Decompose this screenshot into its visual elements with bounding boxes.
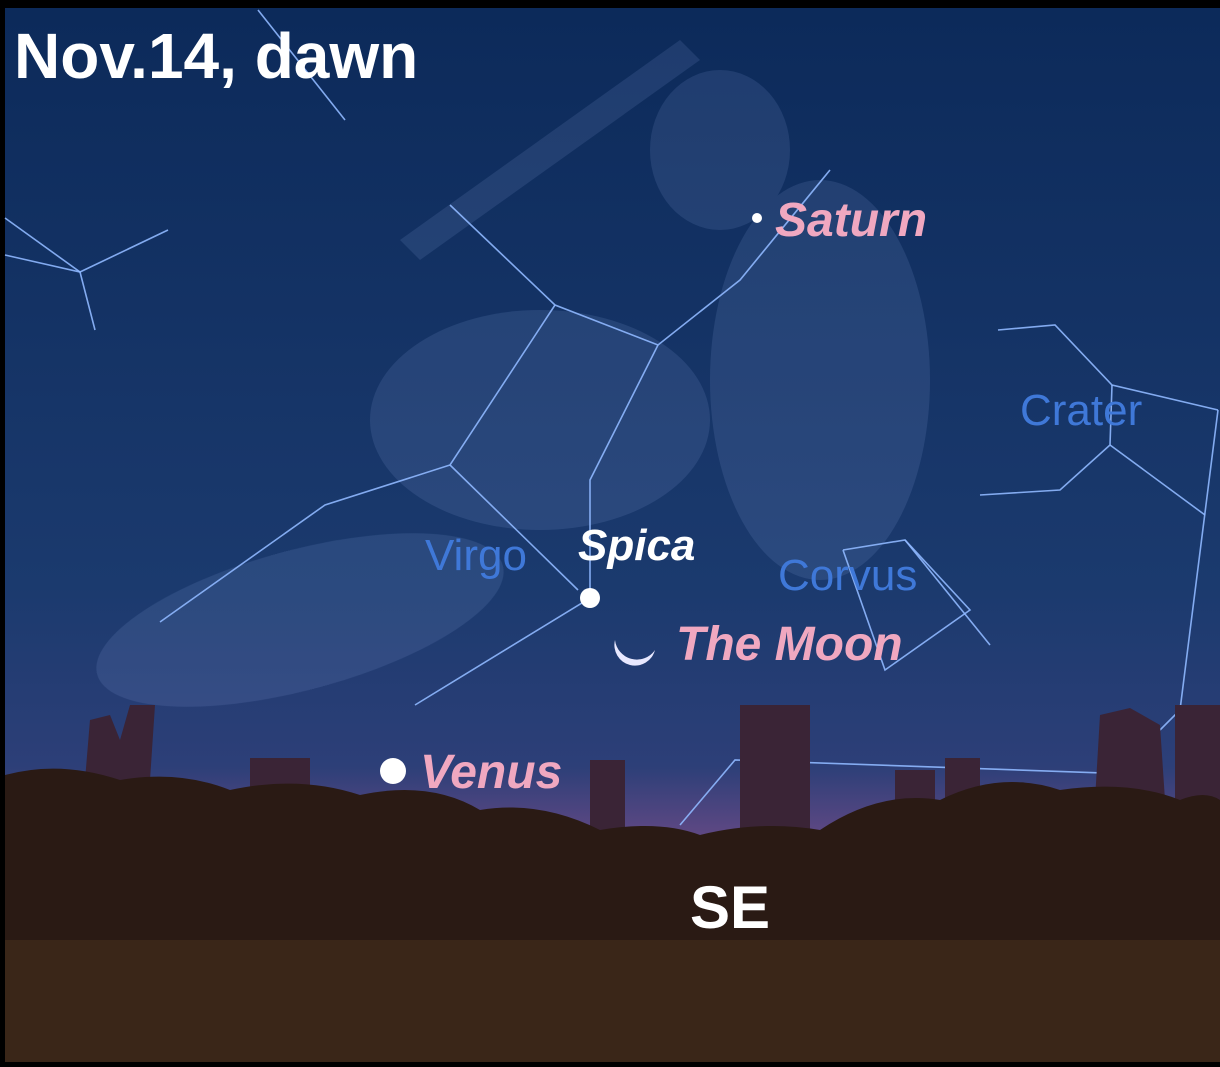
spica-dot — [580, 588, 600, 608]
virgo-figure — [96, 40, 930, 707]
object-label: The Moon — [676, 618, 903, 671]
object-label: Saturn — [775, 194, 927, 247]
trees — [5, 768, 1220, 950]
venus-dot — [380, 758, 406, 784]
constellation-label: Corvus — [778, 551, 917, 600]
moon — [614, 640, 655, 666]
constellation-label: Crater — [1020, 386, 1142, 435]
object-label: Spica — [578, 521, 695, 570]
constellation-lines — [4, 9, 1219, 826]
title: Nov.14, dawn — [14, 20, 418, 92]
object-label: Venus — [420, 746, 562, 799]
ground — [5, 940, 1220, 1062]
constellation-label: Virgo — [425, 531, 527, 580]
saturn-dot — [752, 213, 762, 223]
buildings — [85, 705, 1220, 840]
direction-label: SE — [690, 874, 770, 941]
